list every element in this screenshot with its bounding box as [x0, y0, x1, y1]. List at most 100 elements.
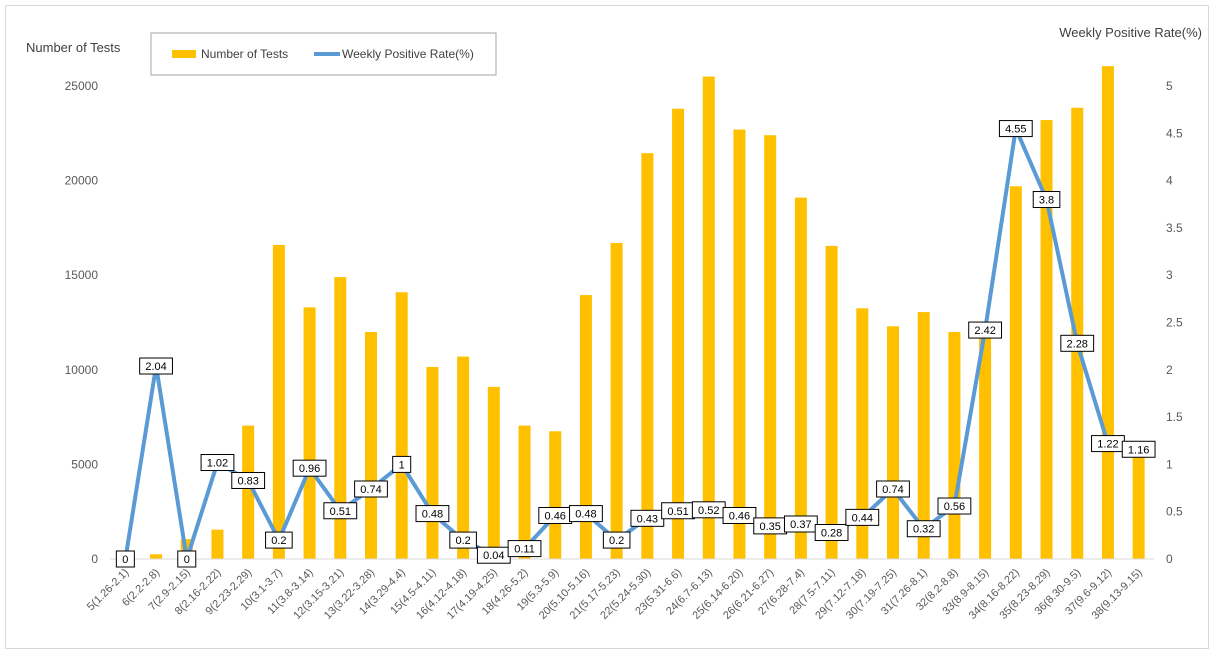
rate-data-label: 0.96 [292, 459, 327, 477]
rate-label-text: 0.48 [575, 509, 596, 521]
rate-label-text: 0.96 [299, 463, 320, 475]
y-tick-label: 15000 [65, 268, 99, 282]
rate-data-label: 2.28 [1060, 334, 1095, 352]
bar [1009, 186, 1022, 559]
rate-label-box [292, 459, 327, 477]
y2-tick-label: 3.5 [1166, 221, 1183, 235]
y2-tick-label: 4 [1166, 174, 1173, 188]
y2-tick-label: 3 [1166, 268, 1173, 282]
rate-label-box [968, 321, 1003, 339]
rate-label-text: 0.32 [913, 524, 934, 536]
legend-swatch-tests [172, 50, 196, 58]
bar [702, 76, 715, 559]
bar [856, 308, 869, 559]
rate-data-label: 0.56 [937, 497, 972, 515]
bar [1071, 107, 1084, 560]
rate-data-label: 1.16 [1121, 440, 1156, 458]
rate-label-box [231, 471, 266, 489]
rate-label-text: 1 [399, 459, 405, 471]
bar [733, 129, 746, 559]
bar [365, 331, 377, 559]
rate-label-box [1060, 334, 1095, 352]
legend-label-tests: Number of Tests [201, 47, 288, 61]
rate-data-label: 0 [115, 550, 135, 568]
bar [948, 331, 961, 559]
rate-label-box [876, 480, 910, 498]
rate-data-label: 0.51 [323, 502, 358, 520]
bar [917, 312, 930, 559]
rate-label-box [845, 508, 880, 526]
right-axis-title: Weekly Positive Rate(%) [1059, 25, 1202, 40]
rate-data-labels: 0 2.04 0 1.02 0.83 0.2 0.96 0.51 0.74 1 0.48 0.2 0.0… [115, 120, 1156, 568]
bar [426, 366, 439, 559]
rate-data-label: 0.48 [415, 505, 450, 523]
bar [487, 386, 500, 559]
x-axis-ticks: 5(1.26-2.1)6(2.2-2.8)7(2.9-2.15)8(2.16-2… [85, 567, 1145, 622]
bar [549, 431, 562, 559]
rate-data-label: 0.37 [783, 515, 818, 533]
bar [764, 135, 777, 559]
rate-data-label: 0.74 [876, 480, 910, 498]
rate-label-box [115, 550, 135, 568]
rate-label-text: 0.43 [637, 513, 658, 525]
rate-data-label: 4.55 [998, 120, 1033, 138]
rate-data-label: 0 [177, 550, 197, 568]
rate-label-text: 0 [184, 554, 190, 566]
rate-data-label: 0.2 [602, 531, 631, 549]
y2-tick-label: 1.5 [1166, 410, 1183, 424]
legend-label-rate: Weekly Positive Rate(%) [342, 47, 474, 61]
bar [1040, 120, 1053, 559]
chart-frame: Number of Tests Weekly Positive Rate(%) … [5, 5, 1209, 649]
rate-label-text: 4.55 [1005, 124, 1026, 136]
rate-label-box [906, 520, 941, 538]
rate-data-label: 0.04 [476, 546, 511, 564]
y2-tick-label: 2.5 [1166, 316, 1183, 330]
rate-label-text: 0.46 [545, 510, 566, 522]
y-tick-label: 25000 [65, 79, 99, 93]
y2-tick-label: 5 [1166, 79, 1173, 93]
line-weekly-positive-rate [123, 126, 1139, 561]
rate-label-box [323, 502, 358, 520]
rate-label-text: 2.42 [974, 325, 995, 337]
rate-data-label: 1.22 [1091, 435, 1125, 453]
rate-label-text: 0.83 [237, 475, 258, 487]
bar [334, 277, 347, 559]
rate-label-text: 3.8 [1039, 195, 1054, 207]
bars-number-of-tests [119, 66, 1145, 560]
rate-label-text: 0.51 [667, 506, 688, 518]
rate-label-text: 0.11 [514, 544, 535, 556]
bar [825, 245, 838, 559]
bar [518, 425, 531, 559]
y2-tick-label: 4.5 [1166, 126, 1183, 140]
rate-label-box [998, 120, 1033, 138]
rate-label-box [722, 506, 757, 524]
bar [303, 307, 316, 559]
rate-label-text: 0.2 [609, 535, 624, 547]
rate-data-label: 0.35 [753, 517, 788, 535]
bar [1132, 449, 1145, 559]
y-tick-label: 0 [91, 552, 98, 566]
right-axis-ticks: 0 0.5 1 1.5 2 2.5 3 3.5 4 4.5 5 [1166, 79, 1183, 566]
rate-data-label: 2.42 [968, 321, 1003, 339]
rate-label-box [1032, 191, 1061, 209]
y-tick-label: 20000 [65, 174, 99, 188]
rate-label-text: 2.28 [1067, 338, 1088, 350]
rate-data-label: 0.11 [507, 540, 542, 558]
rate-label-box [814, 524, 849, 542]
rate-label-box [265, 531, 293, 549]
rate-label-text: 0.52 [698, 505, 719, 517]
rate-label-text: 0.2 [455, 535, 470, 547]
rate-label-text: 0.35 [759, 521, 780, 533]
y2-tick-label: 0.5 [1166, 505, 1183, 519]
rate-data-label: 3.8 [1032, 191, 1061, 209]
y-tick-label: 10000 [65, 363, 99, 377]
bar [794, 197, 807, 560]
bar [979, 333, 992, 559]
y2-tick-label: 2 [1166, 363, 1173, 377]
bar [1101, 66, 1114, 559]
rate-data-label: 0.74 [354, 480, 388, 498]
rate-data-label: 0.28 [814, 524, 849, 542]
legend: Number of Tests Weekly Positive Rate(%) [150, 32, 497, 76]
rate-label-box [569, 505, 603, 523]
bar [672, 108, 685, 559]
